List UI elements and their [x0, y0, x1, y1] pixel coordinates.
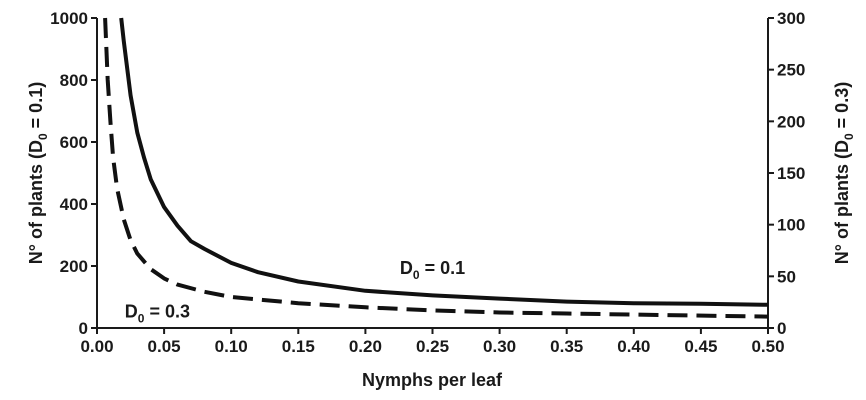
x-tick-label: 0.25 [416, 337, 449, 356]
left-y-tick-label: 400 [60, 195, 88, 214]
annotations: D0 = 0.1 D0 = 0.3 [125, 258, 465, 326]
labels: Nymphs per leaf N° of plants (D0 = 0.1) … [26, 82, 856, 390]
series-line-d0-0-1 [119, 17, 769, 307]
series-annotation: D0 = 0.3 [125, 302, 190, 326]
left-y-tick-label: 1000 [50, 9, 88, 28]
right-y-tick-label: 200 [777, 112, 805, 131]
right-y-tick-label: 50 [777, 267, 796, 286]
right-y-tick-label: 150 [777, 164, 805, 183]
x-tick-label: 0.00 [80, 337, 113, 356]
x-tick-label: 0.15 [282, 337, 315, 356]
right-y-tick-label: 100 [777, 216, 805, 235]
right-y-tick-label: 250 [777, 61, 805, 80]
series-group [103, 17, 769, 319]
left-y-tick-label: 800 [60, 71, 88, 90]
right-y-tick-label: 0 [777, 319, 786, 338]
axes [96, 18, 769, 329]
x-tick-label: 0.10 [215, 337, 248, 356]
right-y-tick-label: 300 [777, 9, 805, 28]
x-tick-label: 0.30 [483, 337, 516, 356]
left-y-tick-label: 600 [60, 133, 88, 152]
ticks: 0.00 0.05 0.10 0.15 0.20 0.25 0.30 0.35 0.40 0.45… [50, 9, 805, 356]
x-tick-label: 0.40 [617, 337, 650, 356]
right-y-axis-title: N° of plants (D0 = 0.3) [832, 82, 856, 264]
x-tick-label: 0.50 [751, 337, 784, 356]
series-annotation: D0 = 0.1 [400, 258, 465, 282]
left-y-axis-title: N° of plants (D0 = 0.1) [26, 82, 50, 264]
x-axis-title: Nymphs per leaf [362, 370, 503, 390]
x-tick-label: 0.05 [148, 337, 181, 356]
x-tick-label: 0.45 [684, 337, 717, 356]
x-tick-label: 0.20 [349, 337, 382, 356]
left-y-tick-label: 200 [60, 257, 88, 276]
x-tick-label: 0.35 [550, 337, 583, 356]
left-y-tick-label: 0 [79, 319, 88, 338]
